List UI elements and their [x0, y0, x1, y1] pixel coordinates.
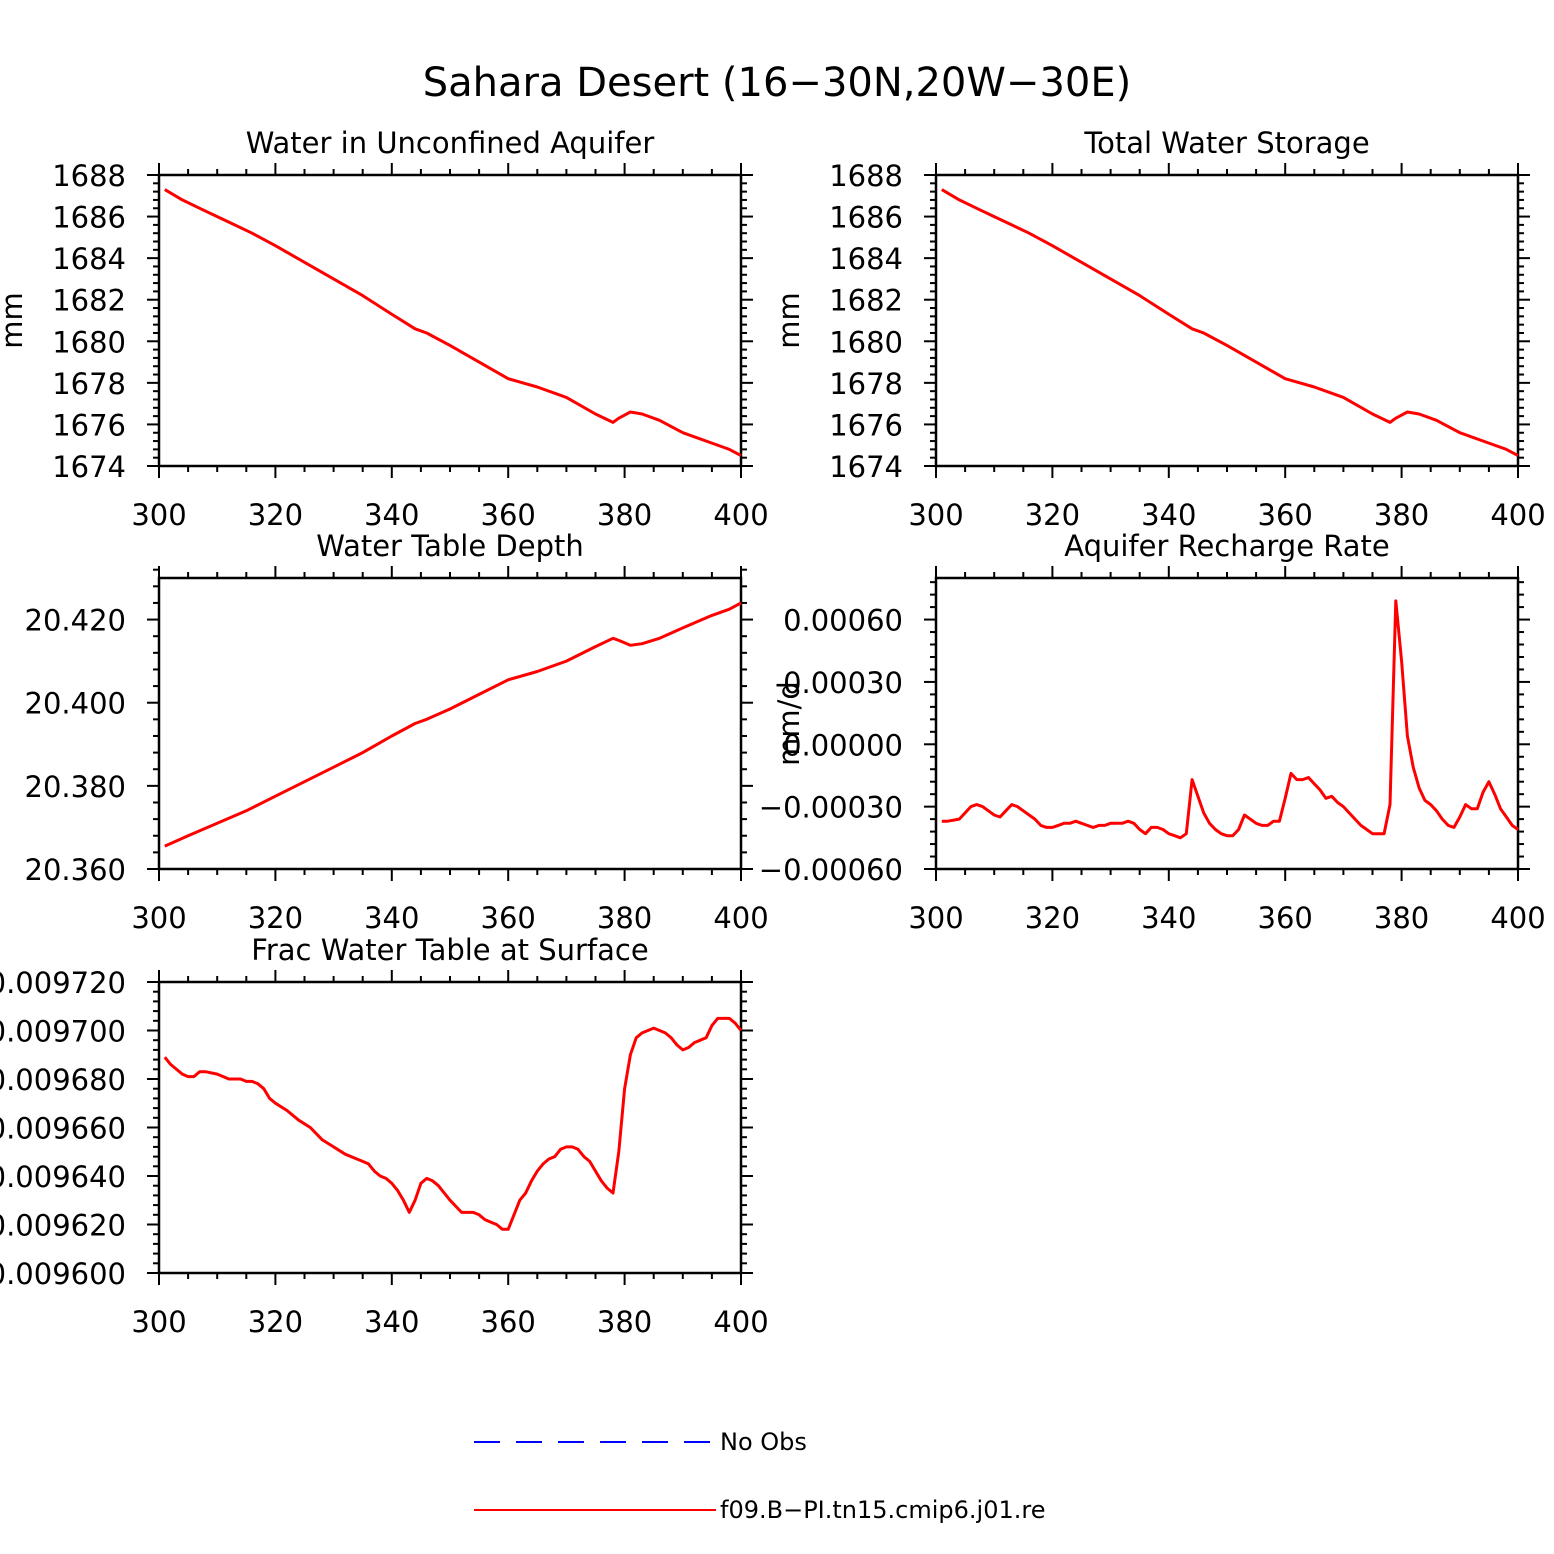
y-tick-label: 0.009680: [0, 1063, 126, 1097]
x-tick-label: 380: [1374, 901, 1429, 935]
x-tick-label: 320: [248, 1305, 303, 1339]
x-tick-label: 360: [481, 901, 536, 935]
y-tick-label: 1680: [52, 325, 126, 359]
x-tick-label: 340: [364, 1305, 419, 1339]
y-tick-label: 0.00000: [783, 728, 903, 762]
series-line-1: [164, 188, 742, 457]
x-tick-label: 360: [1258, 498, 1313, 532]
y-tick-label: 20.380: [25, 770, 126, 804]
x-tick-label: 300: [908, 901, 963, 935]
y-tick-label: 0.009660: [0, 1112, 126, 1146]
legend: No Obs f09.B−PI.tn15.cmip6.j01.re: [474, 1428, 1045, 1524]
y-tick-label: 1684: [52, 242, 126, 276]
x-tick-label: 300: [131, 498, 186, 532]
series-line-1: [941, 188, 1519, 457]
figure-title: Sahara Desert (16−30N,20W−30E): [423, 60, 1131, 106]
y-tick-label: 1678: [52, 367, 126, 401]
y-tick-label: 0.00030: [783, 666, 903, 700]
chart-title: Aquifer Recharge Rate: [1064, 529, 1390, 563]
chart-title: Frac Water Table at Surface: [251, 933, 648, 967]
y-tick-label: 1682: [52, 284, 126, 318]
x-tick-label: 380: [597, 901, 652, 935]
y-axis-label: mm: [772, 292, 806, 349]
series-line-1: [163, 1016, 743, 1231]
y-tick-label: 0.009700: [0, 1015, 126, 1049]
y-tick-label: 1686: [829, 201, 903, 235]
x-tick-label: 320: [248, 498, 303, 532]
y-tick-label: 0.009640: [0, 1160, 126, 1194]
chart-panel-1: Water in Unconfined Aquifer 300 320 340 360 3…: [0, 126, 769, 532]
y-tick-label: 1676: [52, 408, 126, 442]
x-tick-label: 300: [131, 1305, 186, 1339]
x-tick-label: 380: [1374, 498, 1429, 532]
y-axis-label: mm/d: [772, 681, 806, 766]
y-tick-label: 1684: [829, 242, 903, 276]
chart-panel-4: Aquifer Recharge Rate 300 320 340 360 380 400 −…: [759, 529, 1546, 935]
legend-label-no-obs: No Obs: [720, 1428, 807, 1456]
x-tick-label: 380: [597, 1305, 652, 1339]
x-tick-label: 300: [908, 498, 963, 532]
panels: Water in Unconfined Aquifer 300 320 340 360 3…: [0, 126, 1546, 1339]
chart-title: Water in Unconfined Aquifer: [246, 126, 655, 160]
chart-title: Water Table Depth: [316, 529, 584, 563]
chart-panel-3: Water Table Depth 300 320 340 360 380 400 20.36…: [25, 529, 769, 935]
x-tick-label: 380: [597, 498, 652, 532]
series-line-1: [941, 599, 1519, 840]
x-tick-label: 400: [1490, 901, 1545, 935]
chart-title: Total Water Storage: [1083, 126, 1369, 160]
y-tick-label: 1688: [829, 159, 903, 193]
x-tick-label: 320: [1025, 498, 1080, 532]
x-tick-label: 360: [481, 498, 536, 532]
x-tick-label: 340: [364, 901, 419, 935]
x-tick-label: 360: [1258, 901, 1313, 935]
y-tick-label: 0.009600: [0, 1257, 126, 1291]
y-tick-label: 1680: [829, 325, 903, 359]
y-tick-label: 1674: [829, 450, 903, 484]
legend-label-model: f09.B−PI.tn15.cmip6.j01.re: [720, 1496, 1045, 1524]
y-tick-label: 0.009620: [0, 1209, 126, 1243]
y-tick-label: 1674: [52, 450, 126, 484]
y-tick-label: 20.400: [25, 687, 126, 721]
y-tick-label: 1682: [829, 284, 903, 318]
y-tick-label: 1686: [52, 201, 126, 235]
y-tick-label: 20.360: [25, 853, 126, 887]
x-tick-label: 400: [713, 901, 768, 935]
x-tick-label: 400: [713, 1305, 768, 1339]
y-tick-label: 1676: [829, 408, 903, 442]
x-tick-label: 340: [364, 498, 419, 532]
x-tick-label: 320: [248, 901, 303, 935]
y-tick-label: −0.00030: [759, 791, 903, 825]
x-tick-label: 320: [1025, 901, 1080, 935]
y-tick-label: 20.420: [25, 604, 126, 638]
y-tick-label: 0.00060: [783, 604, 903, 638]
y-axis-label: mm: [0, 292, 29, 349]
x-tick-label: 400: [713, 498, 768, 532]
series-line-1: [164, 601, 742, 848]
x-tick-label: 340: [1141, 901, 1196, 935]
y-tick-label: 1688: [52, 159, 126, 193]
x-tick-label: 400: [1490, 498, 1545, 532]
chart-panel-5: Frac Water Table at Surface 300 320 340 360 3…: [0, 933, 769, 1339]
x-tick-label: 340: [1141, 498, 1196, 532]
y-tick-label: 1678: [829, 367, 903, 401]
x-tick-label: 300: [131, 901, 186, 935]
y-tick-label: −0.00060: [759, 853, 903, 887]
y-tick-label: 0.009720: [0, 966, 126, 1000]
x-tick-label: 360: [481, 1305, 536, 1339]
chart-panel-2: Total Water Storage 300 320 340 360 380 400 167…: [772, 126, 1546, 532]
